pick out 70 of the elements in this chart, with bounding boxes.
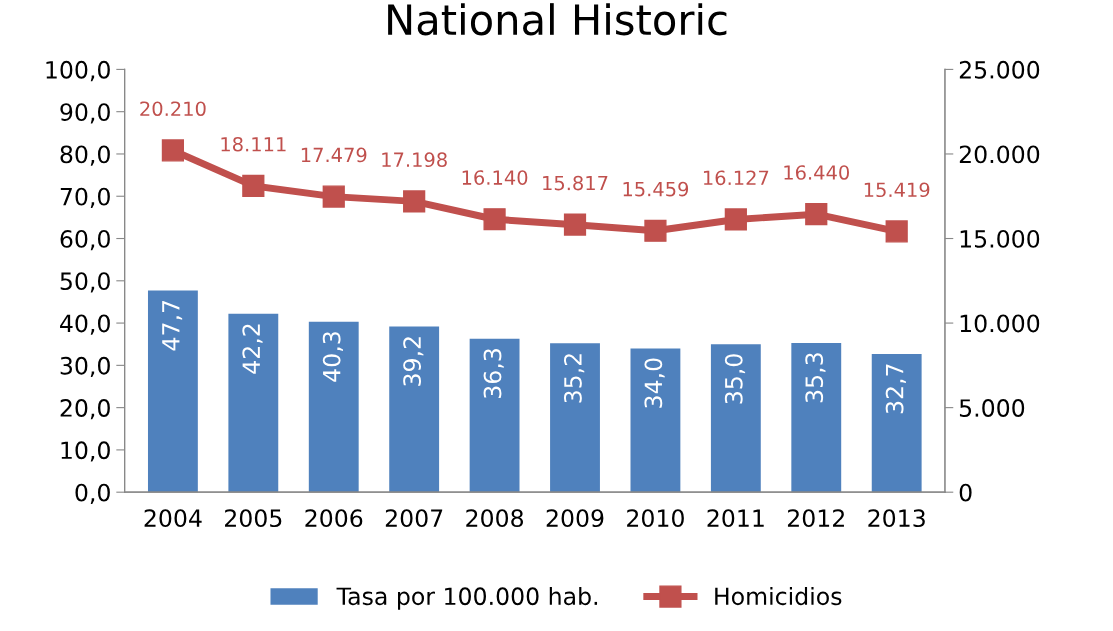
x-tick-label: 2005	[225, 509, 282, 528]
y-tick-label: 80,0	[60, 145, 110, 166]
data-label: 17.479	[301, 147, 367, 163]
y2-tick-label: 20.000	[959, 145, 1040, 164]
bar	[791, 342, 842, 493]
data-label: 20.210	[140, 101, 206, 117]
y-tick-label: 10,0	[61, 441, 110, 462]
data-label: 35,2	[564, 354, 585, 403]
y2-tick-label: 10.000	[960, 314, 1040, 333]
data-label: 35,0	[724, 354, 746, 404]
data-label: 34,0	[644, 358, 665, 408]
bar	[308, 321, 359, 493]
bar	[710, 344, 761, 493]
legend-label: Homicidios	[715, 586, 842, 606]
data-label: 32,7	[885, 364, 906, 414]
y-tick-label: 40,0	[60, 314, 110, 335]
x-tick-label: 2008	[466, 509, 524, 528]
x-tick-label: 2011	[707, 509, 764, 528]
point	[724, 208, 747, 231]
data-label: 16.127	[703, 170, 769, 186]
x-tick-label: 2010	[627, 509, 684, 528]
point	[322, 185, 345, 208]
data-label: 16.440	[784, 165, 849, 180]
point	[885, 220, 908, 243]
point	[403, 190, 426, 213]
y-tick-label: 0,0	[75, 483, 110, 504]
point	[483, 208, 506, 231]
point	[242, 174, 265, 198]
y-tick-label: 20,0	[60, 399, 110, 420]
y-tick-label: 100,0	[46, 60, 110, 82]
data-label: 35,3	[805, 353, 826, 403]
bar	[550, 343, 600, 493]
data-label: 15.817	[543, 175, 608, 191]
y2-tick-label: 25.000	[959, 60, 1040, 79]
data-label: 16.140	[462, 170, 528, 185]
x-tick-label: 2009	[546, 509, 604, 528]
y2-tick-label: 15.000	[960, 229, 1040, 248]
data-label: 17.198	[382, 152, 447, 168]
data-label: 36,3	[483, 349, 504, 398]
bar	[871, 353, 922, 493]
y2-tick-label: 5.000	[959, 399, 1025, 417]
y-tick-label: 50,0	[60, 272, 110, 293]
data-label: 15.419	[864, 182, 930, 198]
x-tick-label: 2012	[787, 509, 844, 528]
point	[563, 213, 587, 236]
x-tick-label: 2004	[144, 509, 202, 528]
point	[644, 219, 667, 242]
data-label: 42,2	[242, 324, 263, 374]
y-tick-label: 30,0	[60, 356, 110, 378]
y2-tick-label: 0	[959, 483, 972, 502]
chart-title: National Historic	[388, 3, 727, 36]
bar	[228, 313, 279, 493]
data-label: 15.459	[623, 181, 689, 197]
data-label: 40,3	[322, 332, 344, 382]
legend-label: Tasa por 100.000 hab.	[336, 586, 598, 610]
bar	[147, 290, 198, 493]
x-tick-label: 2006	[305, 509, 363, 528]
point	[805, 203, 828, 226]
data-label: 47,7	[162, 300, 183, 351]
y-tick-label: 70,0	[60, 187, 110, 208]
bar	[630, 348, 681, 493]
x-tick-label: 2007	[385, 509, 443, 528]
bar	[389, 326, 440, 493]
data-label: 39,2	[403, 337, 424, 386]
data-label: 18.111	[221, 136, 286, 152]
x-tick-label: 2013	[868, 509, 925, 528]
point	[161, 139, 185, 162]
bar	[469, 338, 520, 493]
y-tick-label: 90,0	[60, 103, 110, 124]
y-tick-label: 60,0	[60, 229, 110, 251]
